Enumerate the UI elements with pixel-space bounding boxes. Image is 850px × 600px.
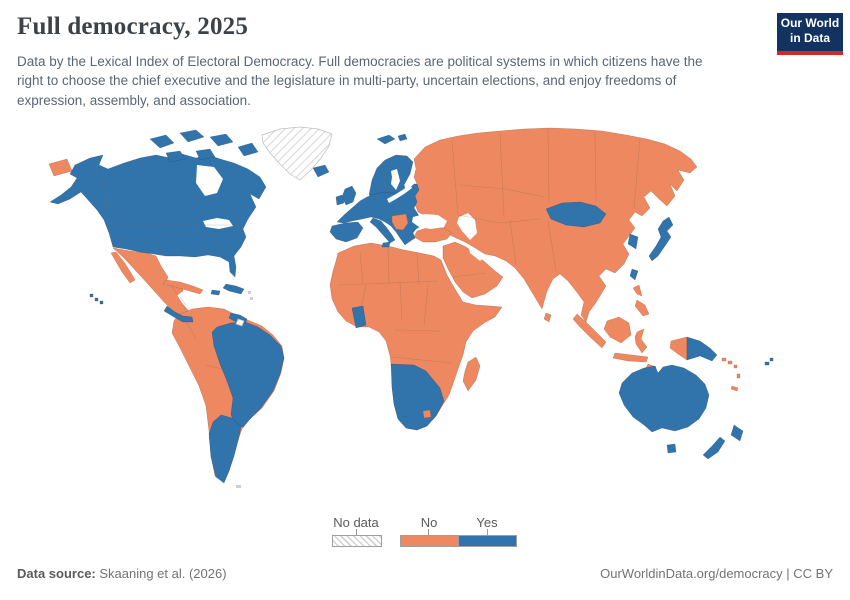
- data-source-value: Skaaning et al. (2026): [95, 566, 227, 581]
- region-japan[interactable]: [648, 216, 674, 262]
- region-suriname[interactable]: [235, 318, 245, 327]
- great-lakes: [203, 218, 233, 229]
- region-solomon-islands[interactable]: [721, 357, 738, 369]
- legend-tick-yes: [487, 529, 488, 535]
- map-water: [196, 165, 485, 261]
- legend-tick-no: [428, 529, 429, 535]
- world-map[interactable]: [0, 125, 850, 510]
- caspian-sea: [457, 213, 477, 240]
- region-sulawesi[interactable]: [634, 328, 648, 354]
- legend-label-no: No: [420, 515, 438, 530]
- region-vanuatu[interactable]: [736, 373, 741, 379]
- region-hispaniola[interactable]: [222, 283, 245, 295]
- map-regions-yes[interactable]: [49, 129, 774, 484]
- region-canadian-arctic-islands[interactable]: [149, 129, 259, 163]
- legend-swatch-no[interactable]: [400, 535, 458, 547]
- region-argentina-chile-uruguay[interactable]: [208, 414, 242, 484]
- region-iceland[interactable]: [312, 164, 330, 178]
- region-borneo[interactable]: [603, 316, 632, 344]
- data-source: Data source: Skaaning et al. (2026): [17, 566, 227, 581]
- region-eurasia[interactable]: [412, 127, 698, 323]
- region-south-korea[interactable]: [627, 233, 639, 250]
- region-italy[interactable]: [369, 217, 396, 248]
- region-costa-rica-panama[interactable]: [163, 305, 194, 323]
- legend-tick-no-data: [356, 529, 357, 535]
- map-country-borders: [102, 128, 641, 370]
- region-sri-lanka[interactable]: [543, 312, 552, 323]
- region-hawaii[interactable]: [89, 293, 104, 305]
- region-hungary-serbia[interactable]: [391, 213, 409, 231]
- owid-logo[interactable]: Our World in Data: [777, 13, 843, 55]
- region-lesotho[interactable]: [422, 409, 432, 419]
- region-mexico-central-america[interactable]: [112, 247, 195, 322]
- map-regions-no-overlays[interactable]: [391, 213, 432, 419]
- region-new-zealand[interactable]: [702, 424, 744, 460]
- region-sumatra[interactable]: [572, 313, 607, 349]
- region-madagascar[interactable]: [462, 356, 481, 392]
- owid-logo-line1: Our World: [780, 16, 840, 30]
- region-greenland[interactable]: [261, 126, 333, 181]
- region-ireland[interactable]: [335, 194, 345, 206]
- owid-logo-line2: in Data: [789, 31, 830, 45]
- region-new-caledonia[interactable]: [730, 385, 739, 392]
- persian-gulf: [468, 244, 485, 261]
- region-west-new-guinea[interactable]: [669, 336, 688, 361]
- legend-label-no-data: No data: [333, 515, 379, 530]
- hudson-bay: [196, 165, 223, 196]
- region-falkland-islands[interactable]: [236, 485, 241, 488]
- map-regions-no[interactable]: [48, 127, 741, 483]
- region-java[interactable]: [612, 352, 649, 363]
- region-united-kingdom[interactable]: [341, 185, 357, 206]
- region-jamaica[interactable]: [210, 289, 221, 296]
- legend-label-yes: Yes: [476, 515, 498, 530]
- region-taiwan[interactable]: [629, 268, 639, 281]
- region-cuba[interactable]: [162, 279, 204, 295]
- chart-subtitle: Data by the Lexical Index of Electoral D…: [17, 54, 703, 108]
- region-papua-new-guinea[interactable]: [686, 336, 718, 362]
- region-brazil[interactable]: [211, 321, 285, 428]
- region-turkey[interactable]: [413, 226, 453, 243]
- page-title: Full democracy, 2025: [17, 13, 249, 40]
- legend-swatch-yes[interactable]: [458, 535, 517, 547]
- black-sea: [412, 214, 447, 229]
- region-iberia[interactable]: [329, 221, 364, 243]
- footer-link[interactable]: OurWorldinData.org/democracy | CC BY: [600, 566, 833, 581]
- region-ghana[interactable]: [351, 305, 367, 329]
- region-canada-usa[interactable]: [49, 153, 267, 278]
- region-svalbard[interactable]: [376, 133, 408, 145]
- region-tasmania[interactable]: [666, 443, 677, 454]
- legend-swatch-no-data[interactable]: [332, 535, 382, 547]
- gulf-of-bothnia: [391, 169, 400, 190]
- region-baja-california[interactable]: [110, 251, 136, 284]
- data-source-label: Data source:: [17, 566, 96, 581]
- region-mongolia[interactable]: [545, 201, 607, 228]
- region-lesser-antilles[interactable]: [248, 291, 253, 300]
- baltic-sea: [387, 184, 412, 203]
- region-fiji[interactable]: [764, 357, 774, 366]
- region-chukotka-russia[interactable]: [48, 158, 73, 177]
- region-philippines[interactable]: [632, 284, 650, 317]
- region-australia[interactable]: [618, 364, 710, 433]
- map-regions-no-data[interactable]: [235, 126, 333, 488]
